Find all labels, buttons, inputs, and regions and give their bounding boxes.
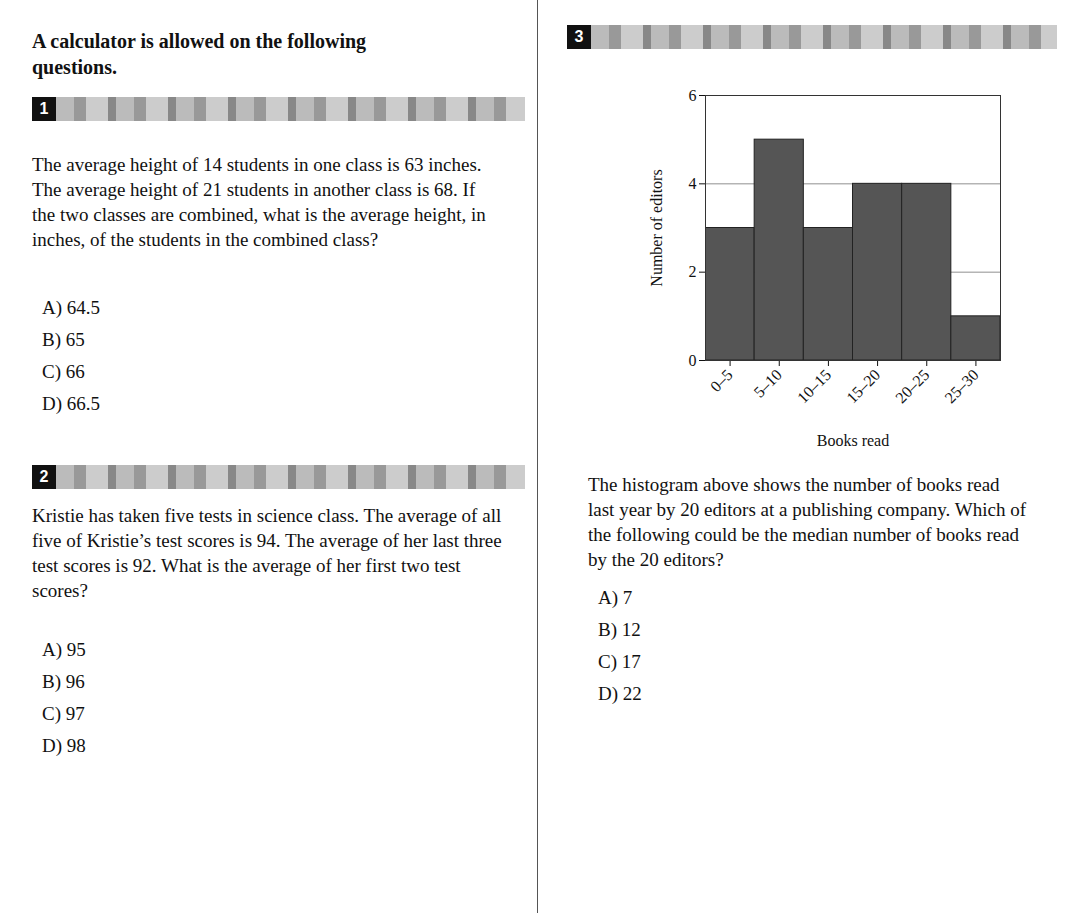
html-text:C) 97: C) 97 <box>42 703 85 724</box>
svg-text:2: 2 <box>689 263 697 280</box>
html-text:D) 66.5: D) 66.5 <box>42 393 101 414</box>
html-text:D) 22: D) 22 <box>598 683 642 704</box>
svg-text:4: 4 <box>689 175 697 192</box>
html-text:2: 2 <box>39 468 49 485</box>
html-text:B) 12: B) 12 <box>598 619 641 640</box>
html-text:A) 95: A) 95 <box>42 639 86 660</box>
html-text:Kristie has taken five tests i: Kristie has taken five tests in science … <box>32 505 502 601</box>
html-text:C) 66: C) 66 <box>42 361 85 382</box>
svg-text:0–5: 0–5 <box>707 366 736 395</box>
html-text:A calculator is allowed on the: A calculator is allowed on the following… <box>32 30 367 78</box>
html-text:3: 3 <box>574 28 584 45</box>
svg-text:Books read: Books read <box>817 432 889 449</box>
html-text:D) 98: D) 98 <box>42 735 86 756</box>
html-text:1: 1 <box>39 100 49 117</box>
html-text:B) 96: B) 96 <box>42 671 85 692</box>
svg-text:5–10: 5–10 <box>750 366 785 401</box>
html-text:The average height of 14 stude: The average height of 14 students in one… <box>32 154 486 250</box>
svg-text:15–20: 15–20 <box>843 366 883 406</box>
html-text:The histogram above shows the: The histogram above shows the number of … <box>588 474 1026 570</box>
html-text:A) 7: A) 7 <box>598 587 633 608</box>
svg-text:Number of editors: Number of editors <box>648 169 665 286</box>
svg-text:10–15: 10–15 <box>794 366 834 406</box>
svg-text:20–25: 20–25 <box>892 366 932 406</box>
html-text:A) 64.5: A) 64.5 <box>42 297 101 318</box>
svg-text:6: 6 <box>689 87 697 104</box>
svg-text:0: 0 <box>689 352 697 369</box>
html-text:C) 17: C) 17 <box>598 651 641 672</box>
html-text:B) 65: B) 65 <box>42 329 85 350</box>
svg-text:25–30: 25–30 <box>941 366 981 406</box>
